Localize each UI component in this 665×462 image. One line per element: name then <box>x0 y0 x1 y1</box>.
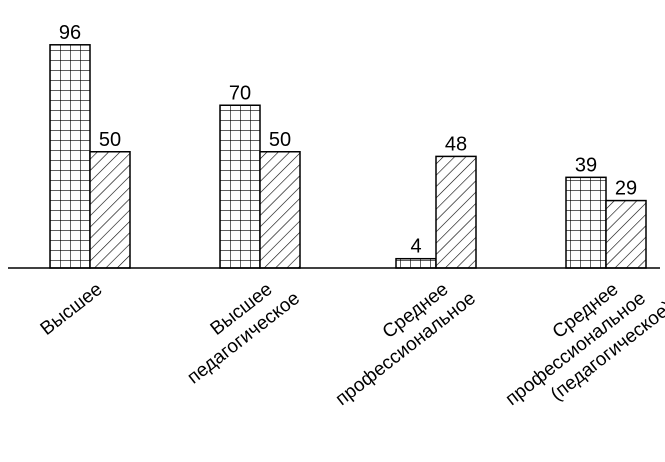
category-label-0: Высшее <box>37 279 107 340</box>
value-label-cat2-series1: 48 <box>445 133 467 155</box>
bar-cat0-series0 <box>49 44 91 269</box>
bar-cat2-series1 <box>435 155 477 269</box>
category-labels-group: Высшее Высшеепедагогическое Среднеепрофесс… <box>37 259 665 429</box>
category-label-3: Среднеепрофессиональное(педагогическое) <box>487 259 665 429</box>
bar-cat3-series1 <box>605 199 647 269</box>
value-label-cat1-series1: 50 <box>269 129 291 151</box>
bar-cat3-series0 <box>565 176 607 269</box>
value-label-cat0-series1: 50 <box>99 129 121 151</box>
bar-cat1-series0 <box>219 104 261 269</box>
value-label-cat3-series0: 39 <box>575 154 597 176</box>
bars-group <box>49 44 647 269</box>
value-label-cat3-series1: 29 <box>615 178 637 200</box>
value-labels-group: 96 50 70 50 4 48 39 29 <box>59 22 637 258</box>
value-label-cat0-series0: 96 <box>59 22 81 44</box>
category-label-0-line-0: Высшее <box>37 279 107 340</box>
bar-cat0-series1 <box>89 151 131 269</box>
category-label-2: Среднеепрофессиональное <box>317 269 480 410</box>
category-label-1: Высшеепедагогическое <box>169 269 304 388</box>
bar-cat2-series0 <box>395 257 437 269</box>
value-label-cat1-series0: 70 <box>229 82 251 104</box>
value-label-cat2-series0: 4 <box>410 236 421 258</box>
bar-cat1-series1 <box>259 151 301 269</box>
